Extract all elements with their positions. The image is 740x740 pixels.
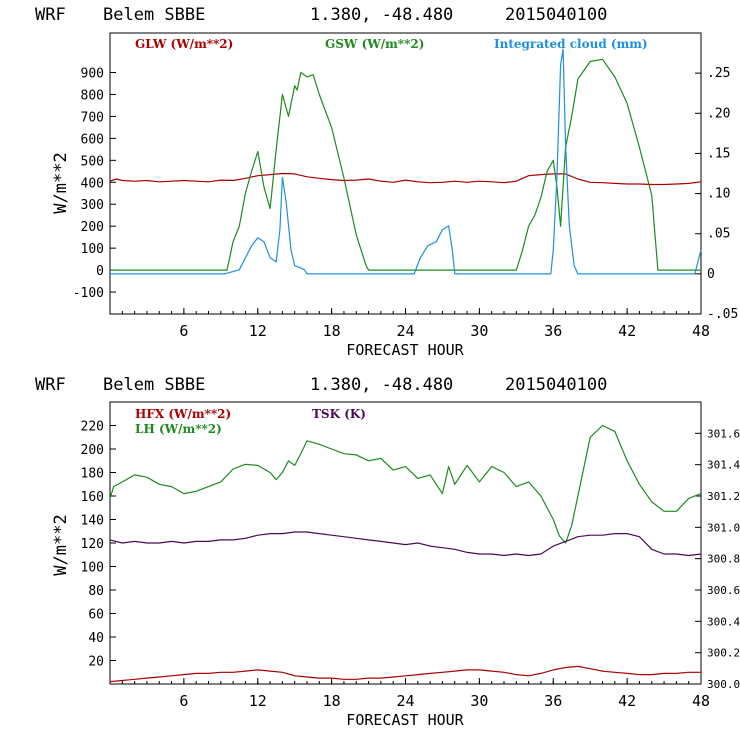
panel1-init-time: 2015040100 [505, 5, 607, 25]
panel2-x-axis-label: FORECAST HOUR [346, 711, 464, 729]
panel1-y-tick-label: 800 [81, 88, 104, 103]
panel2-model: WRF [35, 375, 66, 395]
panel1-y2-tick-label: .20 [707, 106, 730, 121]
panel2-x-tick-label: 24 [396, 692, 414, 710]
panel2-x-ticks: 6 12 18 24 30 36 42 48 [121, 678, 710, 710]
panel1-series-gsw-line [110, 58, 701, 271]
panel2-y2-tick-label: 301.2 [707, 490, 740, 503]
panel1-x-tick-label: 24 [396, 322, 414, 340]
panel2-y-tick-label: 140 [81, 514, 104, 529]
panel2-y2-tick-label: 300.0 [707, 678, 740, 691]
panel2-x-tick-label: 30 [470, 692, 488, 710]
panel1-x-ticks: 6 12 18 24 30 36 42 48 [121, 308, 710, 340]
panel2-x-tick-label: 6 [179, 692, 188, 710]
panel1-x-tick-label: 36 [544, 322, 562, 340]
panel1-x-tick-label: 30 [470, 322, 488, 340]
panel2-y2-tick-label: 300.2 [707, 647, 740, 660]
panel2-y-tick-label: 60 [88, 608, 104, 623]
panel1-coords: 1.380, -48.480 [310, 5, 453, 25]
legend-gsw: GSW (W/m**2) [325, 37, 424, 51]
panel2-y2-ticks: 300.0 300.2 300.4 300.6 300.8 301.0 301.2 301.4… [695, 427, 740, 691]
panel1-y-tick-label: -100 [73, 286, 104, 301]
panel2-coords: 1.380, -48.480 [310, 375, 453, 395]
panel1-series-integrated-line [110, 48, 702, 275]
panel1-y-ticks: -100 0 100 200 300 400 500 600 700 800 900 [73, 67, 116, 301]
panel1-y-tick-label: 200 [81, 220, 104, 235]
panel1-y-tick-label: 100 [81, 242, 104, 257]
panel1-x-tick-label: 48 [692, 322, 710, 340]
panel2-y-tick-label: 120 [81, 537, 104, 552]
panel1-y2-ticks: -.05 0 .05 .10 .15 .20 .25 [695, 66, 738, 322]
panel1-x-axis-label: FORECAST HOUR [346, 341, 464, 359]
legend-glw: GLW (W/m**2) [135, 37, 233, 51]
panel2-y2-tick-label: 301.6 [707, 427, 740, 440]
panel2-y-tick-label: 160 [81, 490, 104, 505]
panel2-header: WRF Belem SBBE 1.380, -48.480 2015040100 [35, 375, 607, 395]
panel2-y-tick-label: 40 [88, 631, 104, 646]
panel2-y2-tick-label: 300.6 [707, 584, 740, 597]
panel1-y-tick-label: 700 [81, 110, 104, 125]
panel2-y-tick-label: 180 [81, 467, 104, 482]
panel2-y-tick-label: 80 [88, 584, 104, 599]
panel1-station: Belem SBBE [103, 5, 205, 25]
panel2-y2-tick-label: 301.4 [707, 459, 740, 472]
panel1-y2-tick-label: 0 [707, 267, 715, 282]
panel2-series-lh-line [109, 424, 702, 544]
panel2-series-hfx-line [109, 665, 701, 683]
panel2-x-tick-label: 18 [323, 692, 341, 710]
panel1-header: WRF Belem SBBE 1.380, -48.480 2015040100 [35, 5, 607, 25]
panel1-y2-tick-label: .25 [707, 66, 730, 81]
panel1-y-axis-label: W/m**2 [51, 152, 71, 213]
panel1-x-tick-label: 12 [249, 322, 267, 340]
panel2-x-tick-label: 42 [618, 692, 636, 710]
panel2-y2-tick-label: 300.8 [707, 553, 740, 566]
panel1-y-tick-label: 0 [96, 264, 104, 279]
panel2-series [109, 424, 702, 683]
panel2-series-tsk-line [109, 531, 702, 557]
panel2-station: Belem SBBE [103, 375, 205, 395]
panel2-y2-tick-label: 301.0 [707, 521, 740, 534]
panel2-y-tick-label: 220 [81, 420, 104, 435]
panel1-x-tick-label: 42 [618, 322, 636, 340]
legend-integrated-cloud: Integrated cloud (mm) [494, 37, 648, 51]
panel2-y-tick-label: 20 [88, 655, 104, 670]
panel2-x-tick-label: 12 [249, 692, 267, 710]
panel1-y2-tick-label: .15 [707, 146, 730, 161]
legend-tsk: TSK (K) [312, 407, 366, 421]
panel1-y-tick-label: 900 [81, 67, 104, 82]
panel1-y-tick-label: 600 [81, 132, 104, 147]
panel1-series [109, 48, 702, 275]
panel1-series-glw-line [109, 172, 702, 186]
panel2-y-axis-label: W/m**2 [51, 514, 71, 575]
panel2-y2-tick-label: 300.4 [707, 615, 740, 628]
panel2-plot-frame [109, 401, 702, 685]
panel1-y2-tick-label: .05 [707, 227, 730, 242]
panel2-y-ticks: 20 40 60 80 100 120 140 160 180 200 220 [81, 420, 116, 670]
panel2-y-tick-label: 200 [81, 443, 104, 458]
legend-hfx: HFX (W/m**2) [135, 407, 231, 421]
panel1-x-tick-label: 18 [323, 322, 341, 340]
panel1-y-tick-label: 400 [81, 176, 104, 191]
panel1-y2-tick-label: -.05 [707, 307, 738, 322]
panel1-y-tick-label: 300 [81, 198, 104, 213]
panel2-init-time: 2015040100 [505, 375, 607, 395]
panel1-x-tick-label: 6 [179, 322, 188, 340]
panel1-plot-frame [109, 32, 702, 315]
panel2-x-tick-label: 48 [692, 692, 710, 710]
panel1-model: WRF [35, 5, 66, 25]
panel1-y-tick-label: 500 [81, 154, 104, 169]
panel2-y-tick-label: 100 [81, 561, 104, 576]
panel1-y2-tick-label: .10 [707, 187, 730, 202]
legend-lh: LH (W/m**2) [135, 422, 222, 436]
panel2-x-tick-label: 36 [544, 692, 562, 710]
